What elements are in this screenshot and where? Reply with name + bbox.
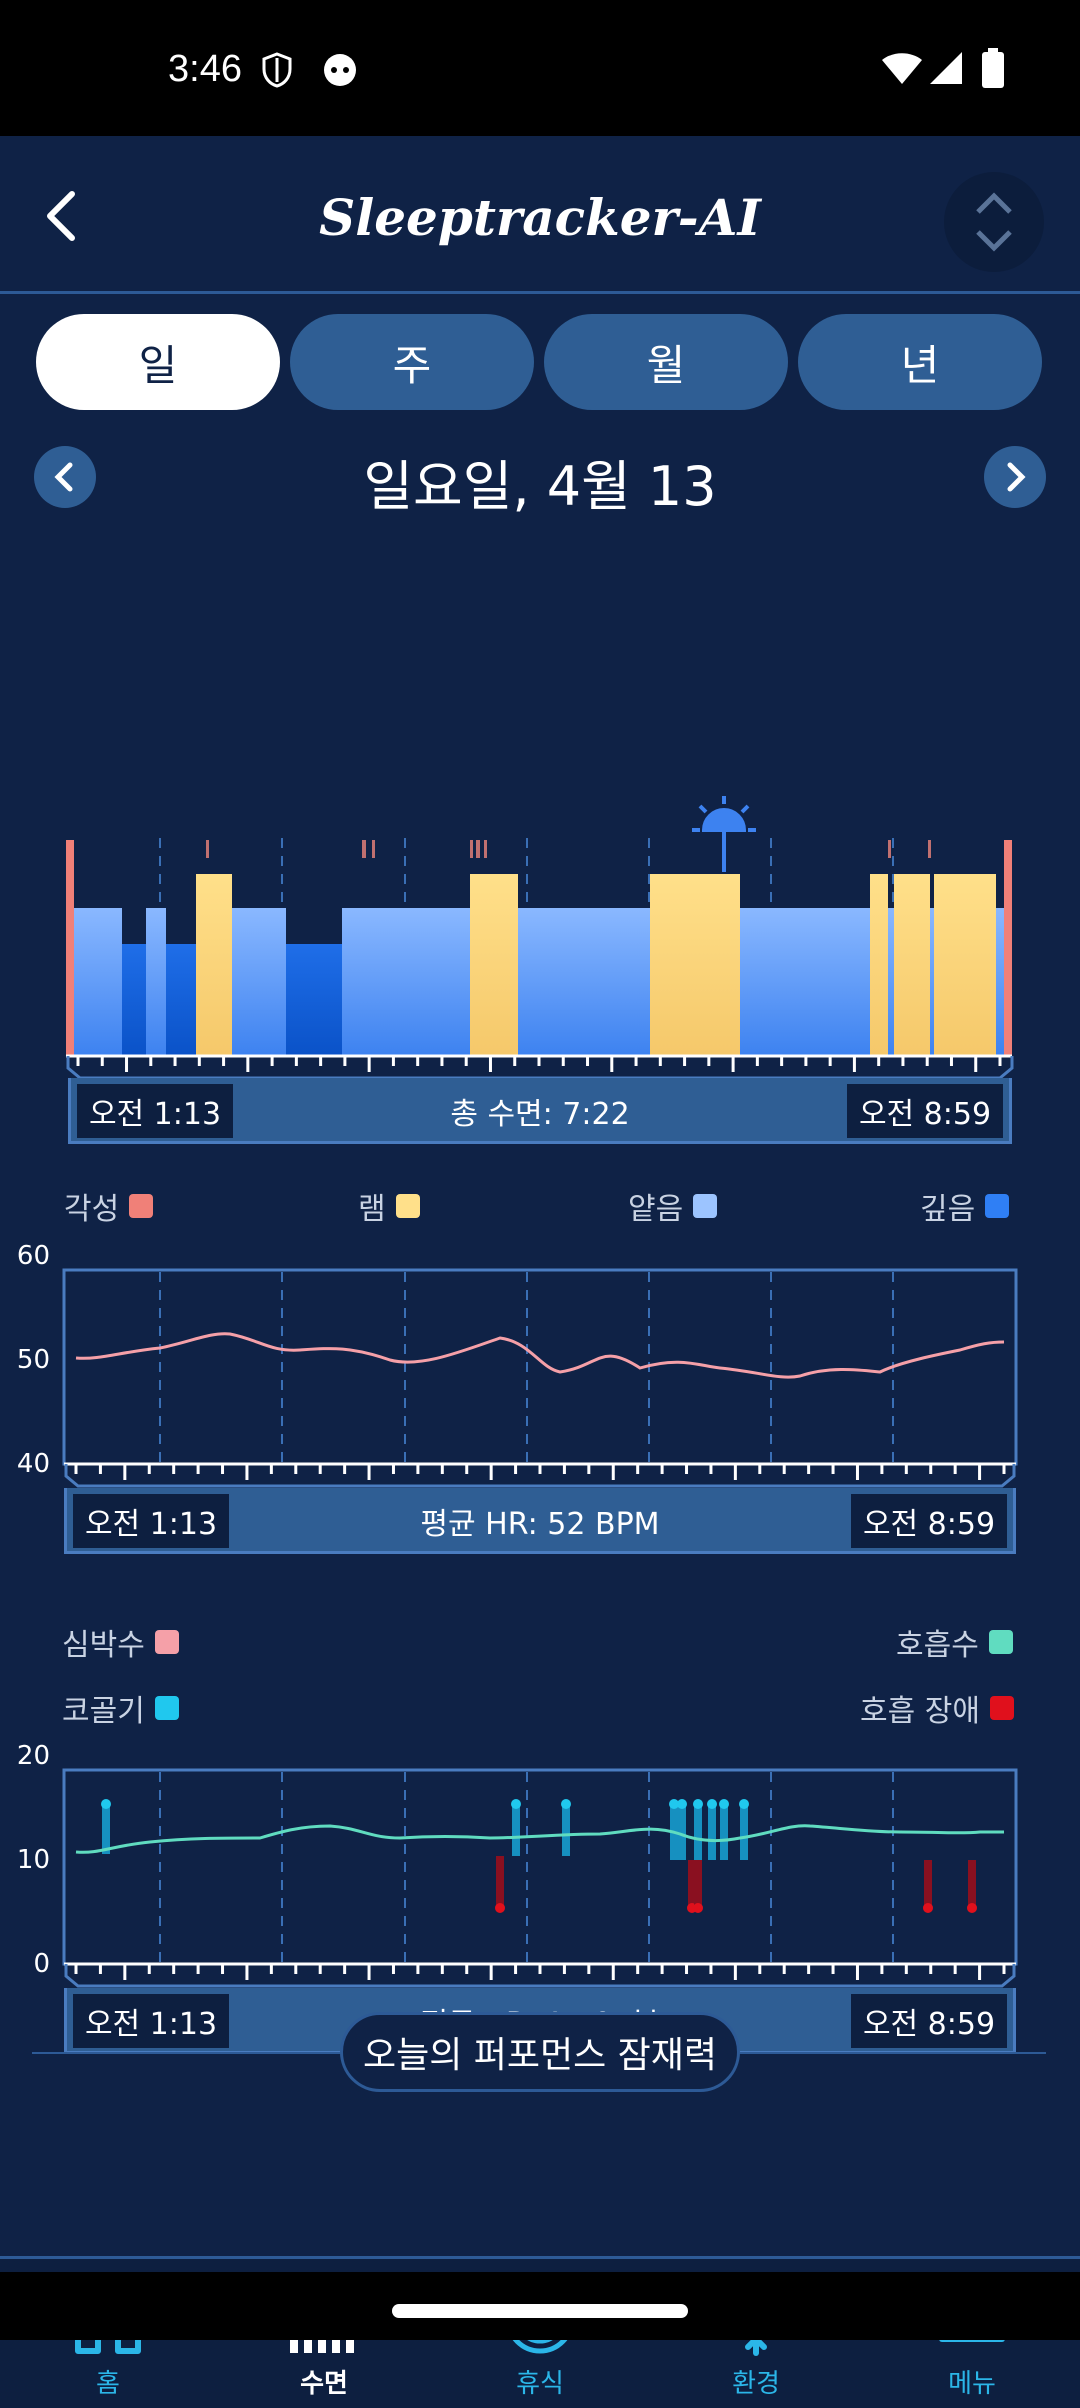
breathing-disturbance-swatch bbox=[989, 1696, 1014, 1720]
back-arrow-icon[interactable] bbox=[34, 186, 94, 246]
chevron-left-icon bbox=[54, 462, 73, 492]
app-logo: Sleeptracker-AI bbox=[319, 188, 761, 247]
sunrise-icon bbox=[692, 796, 756, 872]
legend-awake: 각성 bbox=[64, 1184, 154, 1228]
heart-rate-swatch bbox=[154, 1630, 179, 1654]
nav-menu-label: 메뉴 bbox=[948, 2369, 996, 2399]
legend-deep: 깊음 bbox=[920, 1184, 1010, 1228]
light-swatch bbox=[693, 1194, 718, 1218]
br-y-tick-0: 0 bbox=[33, 1949, 50, 1979]
status-bar: 3:46 bbox=[0, 0, 1080, 136]
previous-day-button[interactable] bbox=[34, 446, 96, 508]
app-header: Sleeptracker-AI bbox=[0, 136, 1080, 294]
chevron-right-icon bbox=[1007, 462, 1026, 492]
legend-breathing-rate: 호흡수 bbox=[896, 1620, 1013, 1664]
date-navigator: 일요일, 4월 13 bbox=[0, 436, 1080, 518]
nav-sleep-label: 수면 bbox=[300, 2369, 348, 2399]
br-y-tick-20: 20 bbox=[17, 1741, 50, 1771]
heart-rate-time-bar: 오전 1:13 평균 HR: 52 BPM 오전 8:59 bbox=[64, 1488, 1016, 1554]
hr-y-tick-40: 40 bbox=[17, 1449, 50, 1479]
hr-y-tick-50: 50 bbox=[17, 1345, 50, 1375]
heart-rate-chart: 60 50 40 bbox=[17, 1241, 1018, 1488]
legend-breathing-disturbance: 호흡 장애 bbox=[860, 1686, 1014, 1730]
br-end-time: 오전 8:59 bbox=[851, 1994, 1007, 2048]
battery-icon bbox=[982, 48, 1004, 88]
chevron-up-down-icon bbox=[976, 192, 1012, 252]
nav-relax-label: 휴식 bbox=[516, 2369, 564, 2399]
selected-date: 일요일, 4월 13 bbox=[363, 455, 717, 518]
sleep-end-time: 오전 8:59 bbox=[847, 1084, 1003, 1138]
tab-year[interactable]: 년 bbox=[798, 314, 1042, 410]
period-tabs: 일 주 월 년 bbox=[36, 314, 1042, 410]
tab-month[interactable]: 월 bbox=[544, 314, 788, 410]
sort-toggle-button[interactable] bbox=[944, 172, 1044, 272]
tab-day[interactable]: 일 bbox=[36, 314, 280, 410]
snoring-markers bbox=[101, 1799, 749, 1860]
hr-start-time: 오전 1:13 bbox=[73, 1494, 229, 1548]
legend-heart-rate: 심박수 bbox=[62, 1620, 179, 1664]
br-y-tick-10: 10 bbox=[17, 1845, 50, 1875]
home-indicator[interactable] bbox=[392, 2304, 688, 2318]
average-hr-summary: 평균 HR: 52 BPM bbox=[420, 1507, 660, 1542]
awake-swatch bbox=[129, 1194, 154, 1218]
hypnogram-chart bbox=[66, 796, 1014, 1080]
sleep-report-screen: Sleeptracker-AI 일 주 월 년 일요일, 4월 13 bbox=[0, 136, 1080, 2408]
nav-home-label: 홈 bbox=[96, 2369, 120, 2399]
breathing-disturbance-markers bbox=[495, 1856, 977, 1913]
cellular-signal-icon bbox=[930, 52, 962, 84]
hr-y-tick-60: 60 bbox=[17, 1241, 50, 1271]
snoring-swatch bbox=[154, 1696, 179, 1720]
hypnogram-time-bar: 오전 1:13 총 수면: 7:22 오전 8:59 bbox=[68, 1078, 1012, 1144]
total-sleep-summary: 총 수면: 7:22 bbox=[450, 1097, 630, 1132]
nav-environment-label: 환경 bbox=[732, 2369, 780, 2399]
hr-end-time: 오전 8:59 bbox=[851, 1494, 1007, 1548]
status-time: 3:46 bbox=[168, 48, 242, 90]
sleep-start-time: 오전 1:13 bbox=[77, 1084, 233, 1138]
breathing-rate-swatch bbox=[988, 1630, 1013, 1654]
deep-swatch bbox=[985, 1194, 1010, 1218]
legend-rem: 램 bbox=[358, 1184, 420, 1228]
legend-light: 얕음 bbox=[628, 1184, 718, 1228]
breathing-rate-line bbox=[75, 1824, 1004, 1854]
next-day-button[interactable] bbox=[984, 446, 1046, 508]
legend-snoring: 코골기 bbox=[62, 1686, 179, 1730]
notification-app-icon bbox=[324, 54, 356, 86]
performance-potential-button[interactable]: 오늘의 퍼포먼스 잠재력 bbox=[340, 2012, 740, 2092]
br-start-time: 오전 1:13 bbox=[73, 1994, 229, 2048]
shield-icon bbox=[262, 52, 292, 88]
tab-week[interactable]: 주 bbox=[290, 314, 534, 410]
rem-swatch bbox=[395, 1194, 420, 1218]
heart-rate-line bbox=[75, 1332, 1005, 1379]
wifi-icon bbox=[882, 53, 922, 84]
breathing-rate-chart: 20 10 0 bbox=[17, 1741, 1018, 1988]
gesture-bar bbox=[0, 2272, 1080, 2340]
